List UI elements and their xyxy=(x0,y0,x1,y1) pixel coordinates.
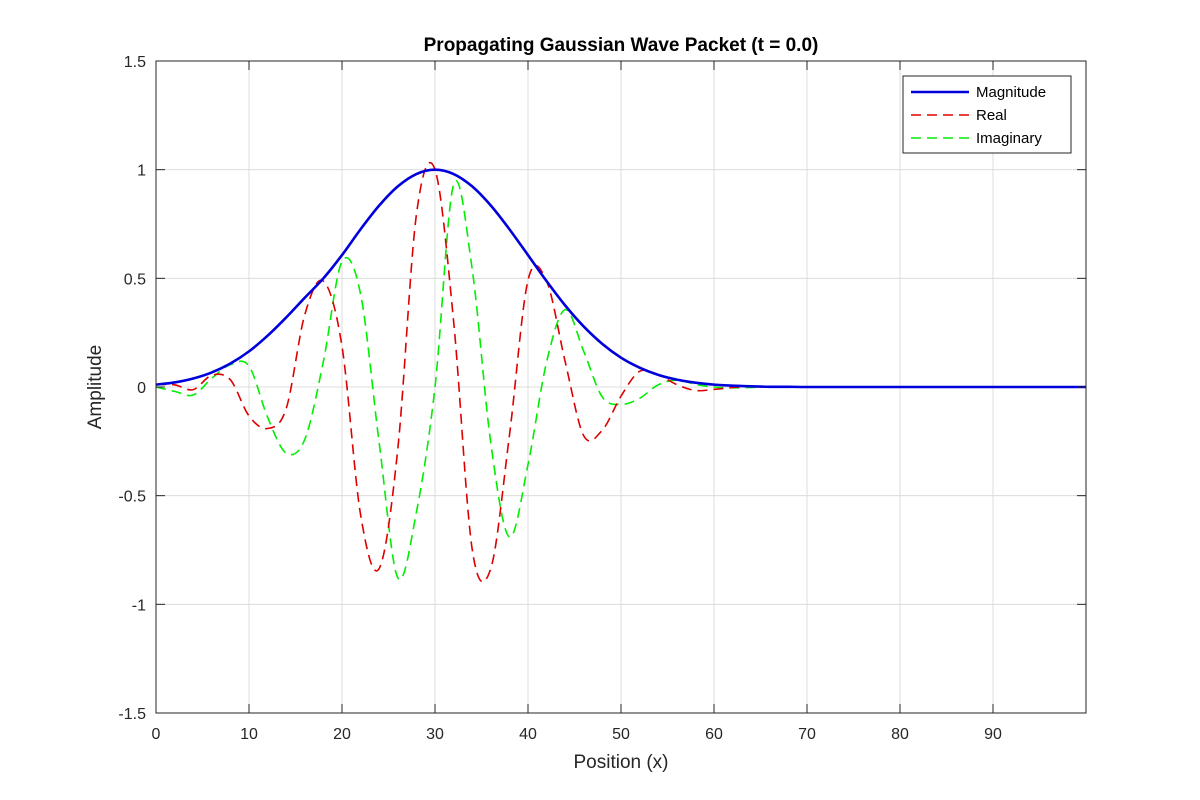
chart-title: Propagating Gaussian Wave Packet (t = 0.… xyxy=(424,35,819,56)
y-tick-label: -1.5 xyxy=(118,706,146,723)
x-tick-label: 20 xyxy=(333,726,351,743)
y-tick-label: 0.5 xyxy=(124,271,146,288)
x-tick-label: 40 xyxy=(519,726,537,743)
y-tick-label: -0.5 xyxy=(118,489,146,506)
x-tick-label: 70 xyxy=(798,726,816,743)
y-axis-label: Amplitude xyxy=(85,345,106,430)
y-tick-label: -1 xyxy=(132,597,146,614)
ticks: 0 10 20 30 40 50 60 70 80 90 1.5 1 0.5 0 -0.5 -1 -1.5 xyxy=(118,54,1086,743)
y-tick-label: 1 xyxy=(137,163,146,180)
y-tick-label: 1.5 xyxy=(124,54,146,71)
x-axis-label: Position (x) xyxy=(573,752,668,773)
series-line-imaginary xyxy=(155,180,1086,581)
series-line-real xyxy=(155,161,1086,583)
legend-label-magnitude: Magnitude xyxy=(976,84,1046,101)
x-tick-label: 90 xyxy=(984,726,1002,743)
x-tick-label: 50 xyxy=(612,726,630,743)
legend-label-imaginary: Imaginary xyxy=(976,130,1042,147)
legend: Magnitude Real Imaginary xyxy=(902,75,1072,154)
x-tick-label: 60 xyxy=(705,726,723,743)
y-tick-label: 0 xyxy=(137,380,146,397)
x-tick-label: 10 xyxy=(240,726,258,743)
series-line-magnitude xyxy=(155,168,1086,389)
x-tick-label: 80 xyxy=(891,726,909,743)
legend-label-real: Real xyxy=(976,107,1007,124)
x-tick-label: 30 xyxy=(426,726,444,743)
series-layer xyxy=(155,161,1086,583)
x-tick-label: 0 xyxy=(152,726,161,743)
